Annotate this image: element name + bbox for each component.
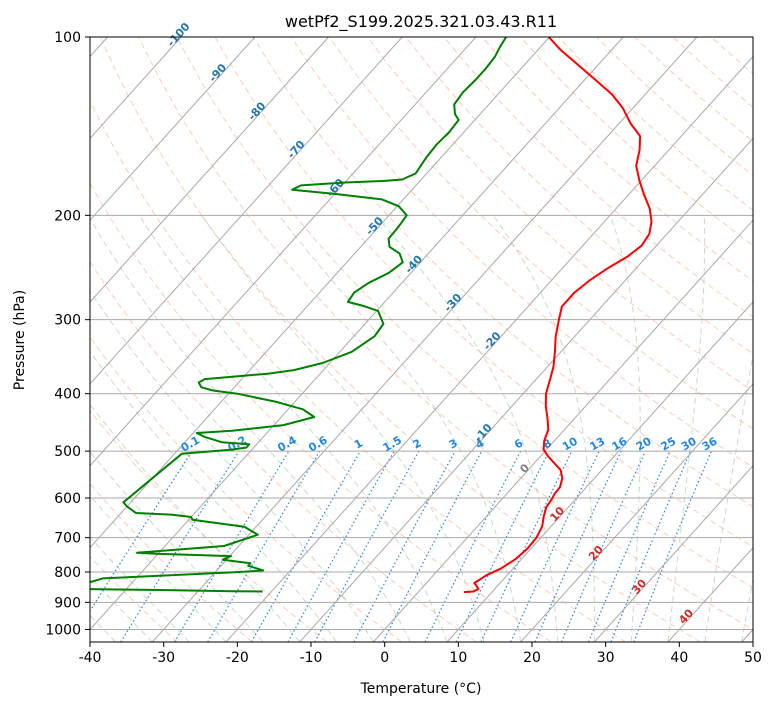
isotherm-grid-line — [90, 37, 256, 221]
dry-adiabat-line — [90, 410, 328, 642]
x-axis-title: Temperature (°C) — [360, 681, 482, 697]
temperature-profile-line — [463, 37, 653, 594]
mixing-ratio-line — [588, 450, 671, 642]
x-tick-label: 0 — [380, 650, 389, 666]
y-tick-label: 900 — [54, 595, 81, 611]
moist-adiabats — [90, 214, 753, 642]
moist-adiabat-line — [90, 451, 264, 642]
dry-adiabat-line — [405, 37, 753, 355]
mixing-ratio-line — [633, 450, 712, 642]
x-axis: -40 -30 -20 -10 0 10 20 30 40 50 — [79, 642, 762, 666]
isotherm-grid-line — [446, 301, 753, 642]
moist-adiabat-line — [91, 221, 411, 642]
isotherm-grid-line — [90, 37, 550, 549]
isotherm-grid-line — [299, 137, 753, 642]
isotherm-grid-line — [520, 383, 753, 642]
skewed-isotherms — [90, 37, 753, 642]
mixing-ratio-line — [314, 450, 420, 642]
dewpoint-profile-line — [90, 37, 507, 593]
mixing-ratio-line — [353, 450, 456, 642]
y-tick-label: 700 — [54, 531, 81, 547]
chart-title: wetPf2_S199.2025.321.03.43.R11 — [285, 12, 557, 32]
mixing-ratio-line — [90, 450, 193, 613]
mixing-ratio-labels: 0.1 0.2 0.4 0.6 1 1.5 2 3 4 6 8 10 13 16 20 25 30 36 — [179, 433, 720, 454]
moist-adiabat-line — [90, 495, 227, 642]
x-tick-label: 40 — [670, 650, 688, 666]
y-tick-label: 400 — [54, 387, 81, 403]
sounding-profiles — [90, 37, 653, 594]
isotherm-grid-line — [90, 37, 329, 303]
x-tick-label: 50 — [744, 650, 762, 666]
x-tick-label: 10 — [449, 650, 467, 666]
isotherm-grid-line — [225, 55, 753, 642]
y-tick-label: 500 — [54, 444, 81, 460]
mixing-ratio-line — [424, 450, 522, 642]
plot-background — [90, 37, 753, 642]
x-tick-label: -30 — [152, 650, 175, 666]
y-tick-label: 1000 — [45, 622, 81, 638]
mixing-ratio-line — [560, 450, 647, 642]
isotherm-grid-line — [90, 37, 477, 467]
dry-adiabat-line — [90, 483, 253, 642]
isotherm-grid-line — [593, 464, 753, 642]
moist-adiabat-line — [201, 215, 485, 642]
moist-adiabat-line — [667, 215, 706, 642]
y-tick-label: 800 — [54, 565, 81, 581]
moist-adiabat-line — [90, 536, 190, 642]
moist-adiabat-line — [90, 576, 153, 642]
dry-adiabat-line — [90, 555, 178, 642]
mixing-ratio-line — [287, 450, 395, 642]
y-tick-label: 200 — [54, 208, 81, 224]
x-tick-label: 20 — [523, 650, 541, 666]
isotherm-grid-line — [90, 37, 403, 385]
y-axis: 100 200 300 400 500 600 700 800 900 1000 — [45, 30, 90, 638]
mixing-ratio-line — [610, 450, 692, 642]
x-tick-label: 30 — [597, 650, 615, 666]
dry-adiabat-line — [90, 182, 552, 642]
moist-adiabat-line — [90, 350, 337, 642]
y-tick-label: 600 — [54, 491, 81, 507]
isotherm-grid-line — [372, 219, 753, 642]
moist-adiabat-line — [278, 214, 522, 642]
moist-adiabat-line — [704, 351, 753, 642]
moist-adiabat-line — [90, 403, 301, 642]
pressure-gridlines — [90, 37, 753, 630]
mixing-ratio-line — [534, 450, 622, 642]
y-axis-title: Pressure (hPa) — [12, 290, 28, 390]
moist-adiabat-line — [90, 290, 374, 642]
dry-adiabat-line — [138, 37, 753, 630]
x-tick-label: -10 — [300, 650, 323, 666]
plot-frame — [89, 36, 754, 643]
dry-adiabat-line — [443, 37, 753, 318]
moist-adiabat-line — [609, 215, 641, 642]
x-tick-label: -20 — [226, 650, 249, 666]
moist-adiabat-line — [375, 214, 558, 642]
moist-adiabat-line — [492, 215, 595, 642]
isotherm-grid-line — [90, 37, 624, 631]
x-tick-label: -40 — [79, 650, 102, 666]
moist-adiabat-line — [138, 215, 448, 642]
dry-adiabat-line — [90, 260, 477, 642]
y-tick-label: 300 — [54, 313, 81, 329]
isotherm-grid-line — [151, 37, 698, 642]
y-tick-label: 100 — [54, 30, 81, 46]
